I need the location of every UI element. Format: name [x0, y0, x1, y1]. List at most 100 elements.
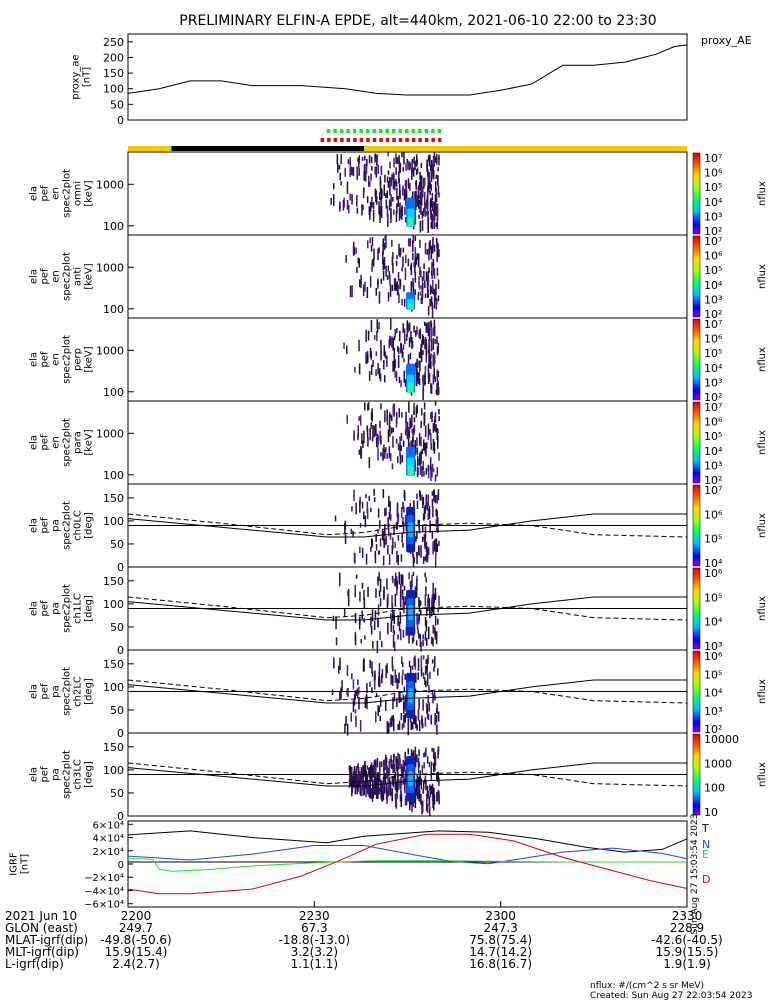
flux-pixel — [395, 787, 398, 793]
flux-pixel — [403, 358, 405, 363]
flux-pixel — [400, 343, 402, 352]
green-flag-mark — [391, 129, 396, 133]
flux-pixel — [398, 177, 400, 184]
flux-pixel — [377, 617, 379, 628]
flux-pixel — [436, 217, 439, 230]
flux-pixel — [383, 590, 385, 600]
flux-pixel — [363, 780, 366, 787]
flux-pixel — [385, 700, 387, 712]
flux-pixel — [351, 506, 353, 512]
flux-pixel — [379, 205, 381, 213]
flux-pixel — [383, 538, 385, 548]
flux-pixel — [396, 187, 398, 200]
flux-pixel — [414, 658, 417, 670]
flux-pixel — [379, 597, 382, 607]
flux-pixel — [436, 427, 438, 441]
flux-pixel — [434, 539, 436, 549]
loss-cone-line — [127, 596, 687, 621]
flux-pixel — [416, 369, 418, 374]
flux-pixel — [437, 386, 440, 396]
panel-ylabel-line: ela — [29, 684, 40, 699]
flux-pixel — [434, 556, 437, 568]
colorbar-title: nflux — [757, 347, 768, 372]
flux-pixel — [415, 199, 417, 211]
flux-pixel — [415, 584, 418, 598]
flux-pixel — [432, 506, 434, 518]
flux-pixel — [338, 164, 341, 170]
footer-value: 2.4(2.7) — [112, 957, 160, 971]
flux-pixel — [369, 681, 371, 688]
flux-pixel — [404, 760, 407, 766]
flux-pixel — [333, 657, 335, 669]
flux-pixel — [409, 580, 412, 587]
flux-pixel — [399, 436, 401, 448]
flux-pixel — [372, 202, 375, 210]
flux-pixel — [367, 403, 369, 411]
flux-pixel — [429, 191, 431, 196]
flux-pixel — [430, 246, 432, 253]
flux-pixel — [376, 319, 378, 329]
flux-pixel — [434, 181, 437, 192]
flux-pixel — [391, 788, 394, 796]
flux-pixel — [423, 402, 426, 410]
flux-pixel — [434, 755, 437, 766]
flux-pixel — [426, 501, 428, 511]
colorbar-title-group: nflux — [757, 513, 768, 538]
flux-pixel — [347, 159, 350, 165]
footer-value: 2200 — [121, 909, 152, 923]
flux-pixel — [393, 358, 395, 372]
flux-pixel — [424, 572, 426, 578]
flux-pixel — [435, 389, 438, 394]
pa-tick-label: 150 — [103, 658, 124, 671]
ae-ylabel: proxy_ae [nT] — [71, 54, 93, 99]
flux-pixel — [386, 275, 389, 281]
flux-pixel — [430, 322, 433, 328]
flux-pixel — [435, 192, 438, 202]
flux-pixel — [426, 550, 429, 560]
flux-pixel — [416, 613, 418, 625]
flux-pixel — [420, 349, 423, 363]
flux-pixel — [386, 597, 389, 609]
panel-ylabel: ela pef pa spec2plot ch0LC [deg] — [29, 501, 95, 550]
flux-pixel — [378, 788, 381, 795]
flux-pixel — [359, 591, 361, 602]
units-note: nflux: #/(cm^2 s sr MeV) — [590, 981, 704, 991]
flux-pixel — [402, 351, 404, 357]
flux-pixel — [427, 435, 430, 440]
flux-pixel — [412, 253, 414, 261]
flux-pixel — [427, 210, 429, 222]
flux-pixel — [361, 582, 364, 589]
flux-pixel — [369, 347, 372, 358]
flux-pixel — [380, 788, 382, 800]
flux-pixel — [433, 218, 435, 230]
flux-pixel — [351, 781, 354, 789]
colorbar-tick-label: 10⁶ — [704, 167, 723, 180]
flux-pixel — [378, 201, 380, 214]
flux-pixel — [363, 766, 365, 776]
flux-pixel — [420, 778, 422, 790]
flux-pixel — [436, 467, 438, 477]
flux-pixel — [431, 498, 434, 508]
flux-pixel — [362, 783, 364, 796]
flux-pixel — [396, 327, 398, 334]
green-flag-mark — [437, 129, 442, 133]
flux-pixel — [371, 671, 374, 677]
flux-pixel — [358, 158, 360, 169]
flux-pixel — [416, 167, 419, 174]
flux-pixel — [353, 552, 356, 563]
flux-pixel — [435, 546, 437, 557]
flux-pixel — [391, 775, 394, 786]
flux-pixel — [386, 205, 389, 218]
flux-pixel — [427, 306, 430, 316]
green-flag-mark — [346, 129, 350, 133]
flux-pixel — [425, 494, 428, 502]
flux-pixel — [388, 777, 391, 785]
flux-pixel — [423, 177, 426, 187]
flux-pixel — [371, 196, 373, 208]
flux-pixel — [393, 694, 396, 702]
colorbar — [692, 484, 701, 567]
footer-row-label: MLT-igrf(dip) — [5, 945, 79, 959]
flux-pixel — [384, 773, 386, 786]
flux-pixel — [413, 261, 415, 268]
